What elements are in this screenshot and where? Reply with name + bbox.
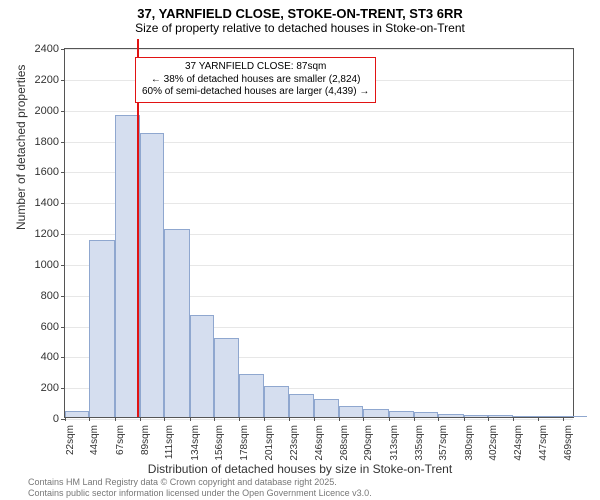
x-tick-label: 67sqm xyxy=(115,425,126,455)
histogram-bar xyxy=(140,133,164,417)
gridline xyxy=(65,49,573,50)
x-tick-mark xyxy=(314,417,315,421)
y-tick-label: 800 xyxy=(41,290,59,302)
x-tick-mark xyxy=(115,417,116,421)
footer-line-1: Contains HM Land Registry data © Crown c… xyxy=(28,477,372,487)
x-tick-mark xyxy=(513,417,514,421)
x-tick-mark xyxy=(239,417,240,421)
x-tick-mark xyxy=(214,417,215,421)
histogram-bar xyxy=(488,415,512,417)
x-tick-mark xyxy=(190,417,191,421)
x-tick-label: 223sqm xyxy=(289,425,300,461)
y-tick-label: 1200 xyxy=(35,228,59,240)
histogram-plot-area: 0200400600800100012001400160018002000220… xyxy=(64,48,574,418)
x-tick-mark xyxy=(164,417,165,421)
x-tick-mark xyxy=(289,417,290,421)
x-tick-mark xyxy=(65,417,66,421)
x-tick-label: 89sqm xyxy=(140,425,151,455)
chart-title-main: 37, YARNFIELD CLOSE, STOKE-ON-TRENT, ST3… xyxy=(0,6,600,21)
x-tick-mark xyxy=(563,417,564,421)
x-tick-mark xyxy=(140,417,141,421)
annotation-line-1: 37 YARNFIELD CLOSE: 87sqm xyxy=(142,61,369,74)
annotation-line-3: 60% of semi-detached houses are larger (… xyxy=(142,86,369,99)
x-tick-label: 246sqm xyxy=(314,425,325,461)
x-tick-label: 335sqm xyxy=(414,425,425,461)
histogram-bar xyxy=(314,399,338,418)
histogram-bar xyxy=(115,115,139,417)
y-tick-label: 2200 xyxy=(35,74,59,86)
y-tick-label: 1800 xyxy=(35,136,59,148)
x-tick-label: 178sqm xyxy=(239,425,250,461)
annotation-line-2: ← 38% of detached houses are smaller (2,… xyxy=(142,74,369,87)
y-tick-label: 0 xyxy=(53,413,59,425)
x-tick-mark xyxy=(89,417,90,421)
y-tick-label: 2400 xyxy=(35,43,59,55)
histogram-bar xyxy=(65,411,89,417)
footer-attribution: Contains HM Land Registry data © Crown c… xyxy=(28,477,372,498)
chart-title-sub: Size of property relative to detached ho… xyxy=(0,21,600,35)
histogram-bar xyxy=(264,386,288,417)
histogram-bar xyxy=(339,406,363,417)
histogram-bar xyxy=(538,416,562,417)
x-tick-mark xyxy=(488,417,489,421)
x-axis-label: Distribution of detached houses by size … xyxy=(0,462,600,476)
histogram-bar xyxy=(414,412,438,417)
x-tick-label: 134sqm xyxy=(190,425,201,461)
x-tick-mark xyxy=(339,417,340,421)
footer-line-2: Contains public sector information licen… xyxy=(28,488,372,498)
x-tick-label: 357sqm xyxy=(438,425,449,461)
y-tick-label: 400 xyxy=(41,351,59,363)
x-tick-mark xyxy=(414,417,415,421)
histogram-bar xyxy=(513,416,539,417)
histogram-bar xyxy=(563,416,587,417)
histogram-bar xyxy=(363,409,389,417)
x-tick-mark xyxy=(464,417,465,421)
x-tick-label: 447sqm xyxy=(538,425,549,461)
y-tick-label: 1600 xyxy=(35,166,59,178)
histogram-bar xyxy=(289,394,315,417)
histogram-bar xyxy=(190,315,214,417)
x-tick-label: 201sqm xyxy=(264,425,275,461)
histogram-bar xyxy=(438,414,464,417)
y-tick-label: 200 xyxy=(41,382,59,394)
x-tick-label: 469sqm xyxy=(563,425,574,461)
y-tick-label: 2000 xyxy=(35,105,59,117)
y-tick-label: 1400 xyxy=(35,197,59,209)
x-tick-mark xyxy=(538,417,539,421)
annotation-callout: 37 YARNFIELD CLOSE: 87sqm ← 38% of detac… xyxy=(135,57,376,103)
x-tick-label: 424sqm xyxy=(513,425,524,461)
x-tick-mark xyxy=(389,417,390,421)
histogram-bar xyxy=(389,411,413,417)
x-tick-mark xyxy=(438,417,439,421)
histogram-bar xyxy=(164,229,190,417)
x-tick-label: 380sqm xyxy=(464,425,475,461)
x-tick-label: 111sqm xyxy=(164,425,175,459)
gridline xyxy=(65,111,573,112)
x-tick-mark xyxy=(363,417,364,421)
x-tick-label: 268sqm xyxy=(339,425,350,461)
y-tick-label: 600 xyxy=(41,321,59,333)
x-tick-label: 44sqm xyxy=(89,425,100,455)
y-axis-label: Number of detached properties xyxy=(14,65,28,230)
histogram-bar xyxy=(239,374,265,417)
x-tick-label: 313sqm xyxy=(389,425,400,461)
x-tick-label: 22sqm xyxy=(65,425,76,455)
x-tick-label: 156sqm xyxy=(214,425,225,461)
x-tick-label: 402sqm xyxy=(488,425,499,461)
x-tick-label: 290sqm xyxy=(363,425,374,461)
histogram-bar xyxy=(464,415,488,417)
y-tick-label: 1000 xyxy=(35,259,59,271)
histogram-bar xyxy=(89,240,115,417)
gridline xyxy=(65,419,573,420)
x-tick-mark xyxy=(264,417,265,421)
histogram-bar xyxy=(214,338,238,417)
